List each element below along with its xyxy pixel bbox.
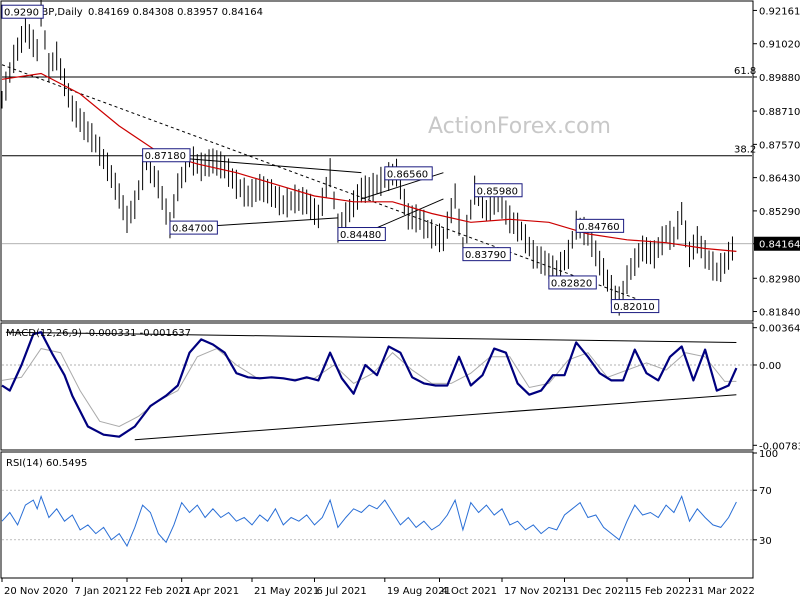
level-label: 0.84700 bbox=[172, 224, 213, 235]
level-label-box bbox=[1, 4, 44, 19]
level-label-box bbox=[337, 227, 386, 242]
price-axis-label: 0.84164 bbox=[759, 240, 800, 251]
rsi-axis-label: 100 bbox=[759, 449, 778, 460]
macd-signal-line bbox=[1, 348, 737, 428]
header-symbol: EURGBP,Daily bbox=[13, 7, 83, 18]
level-label-box bbox=[169, 220, 218, 235]
macd-axis-label: -0.007839 bbox=[759, 441, 800, 452]
axis-layer: 0.92161 0.91020 0.89880 0.88710 0.87570 0.864… bbox=[1, 6, 800, 597]
header-ohlc: 0.84169 0.84308 0.83957 0.84164 bbox=[88, 7, 263, 18]
macd-trend-line bbox=[134, 394, 737, 441]
price-axis-label: 0.86430 bbox=[759, 174, 800, 185]
level-label-box bbox=[610, 299, 660, 314]
level-label: 0.82010 bbox=[613, 302, 654, 313]
rsi-axis-label: 30 bbox=[759, 536, 772, 547]
price-axis-label: 0.85290 bbox=[759, 207, 800, 218]
level-label-box bbox=[462, 247, 511, 262]
x-axis-label: 20 Nov 2020 bbox=[4, 586, 68, 597]
level-label: 0.83790 bbox=[465, 250, 506, 261]
level-label: 0.87180 bbox=[145, 151, 186, 162]
price-axis-label: 0.91020 bbox=[759, 40, 800, 51]
x-axis-label: 22 Feb 2021 bbox=[129, 586, 191, 597]
price-axis-label: 0.92161 bbox=[759, 6, 800, 17]
fib-label: 61.8 bbox=[734, 66, 756, 77]
x-axis-label: 17 Nov 2021 bbox=[504, 586, 568, 597]
price-axis-label: 0.88710 bbox=[759, 107, 800, 118]
level-label: 0.84760 bbox=[578, 222, 619, 233]
x-axis-label: 15 Feb 2022 bbox=[629, 586, 691, 597]
macd-trend-line bbox=[5, 331, 737, 343]
level-label: 0.84480 bbox=[340, 230, 381, 241]
x-axis-label: 21 May 2021 bbox=[254, 586, 319, 597]
level-label-box bbox=[548, 275, 597, 290]
macd-line bbox=[1, 331, 738, 438]
level-label-box bbox=[474, 183, 523, 198]
x-axis-label: 7 Apr 2021 bbox=[184, 586, 239, 597]
rsi-axis-label: 70 bbox=[759, 486, 772, 497]
rsi-layer bbox=[1, 489, 752, 548]
level-label: 0.85980 bbox=[477, 186, 518, 197]
x-axis-label: 6 Jul 2021 bbox=[317, 586, 367, 597]
level-label: 0.86560 bbox=[387, 169, 428, 180]
level-label-box bbox=[384, 166, 433, 181]
price-axis-label: 0.89880 bbox=[759, 73, 800, 84]
current-price-tag bbox=[754, 236, 800, 251]
price-axis-label: 0.87570 bbox=[759, 140, 800, 151]
level-label: 0.82820 bbox=[551, 278, 592, 289]
rsi-line bbox=[1, 494, 737, 548]
x-axis-label: 7 Jan 2021 bbox=[74, 586, 128, 597]
watermark: ActionForex.com bbox=[428, 114, 611, 139]
rsi-title: RSI(14) 60.5495 bbox=[6, 458, 87, 469]
price-axis-label: 0.81840 bbox=[759, 308, 800, 319]
x-axis-label: 31 Dec 2021 bbox=[567, 586, 631, 597]
price-layer: 61.8 38.2 0.9290 0.87180 0.84700 0.84480 0.865… bbox=[1, 0, 756, 316]
level-label-box bbox=[575, 218, 625, 233]
price-panel-frame bbox=[0, 0, 754, 322]
macd-panel-frame bbox=[0, 322, 754, 451]
level-label: 0.9290 bbox=[4, 8, 39, 19]
macd-axis-label: 0.003641 bbox=[759, 324, 800, 335]
x-axis-label: 4 Oct 2021 bbox=[442, 586, 497, 597]
price-axis-label: 0.82980 bbox=[759, 274, 800, 285]
rsi-panel-frame bbox=[0, 451, 754, 579]
sma-line bbox=[1, 72, 737, 252]
x-axis-label: 31 Mar 2022 bbox=[692, 586, 755, 597]
macd-title: MACD(12,26,9) -0.000331 -0.001637 bbox=[6, 328, 191, 339]
macd-layer bbox=[1, 331, 752, 441]
level-label-box bbox=[142, 148, 191, 163]
x-axis-label: 19 Aug 2021 bbox=[387, 586, 451, 597]
fib-label: 38.2 bbox=[734, 145, 756, 156]
macd-axis-label: 0.00 bbox=[759, 361, 781, 372]
